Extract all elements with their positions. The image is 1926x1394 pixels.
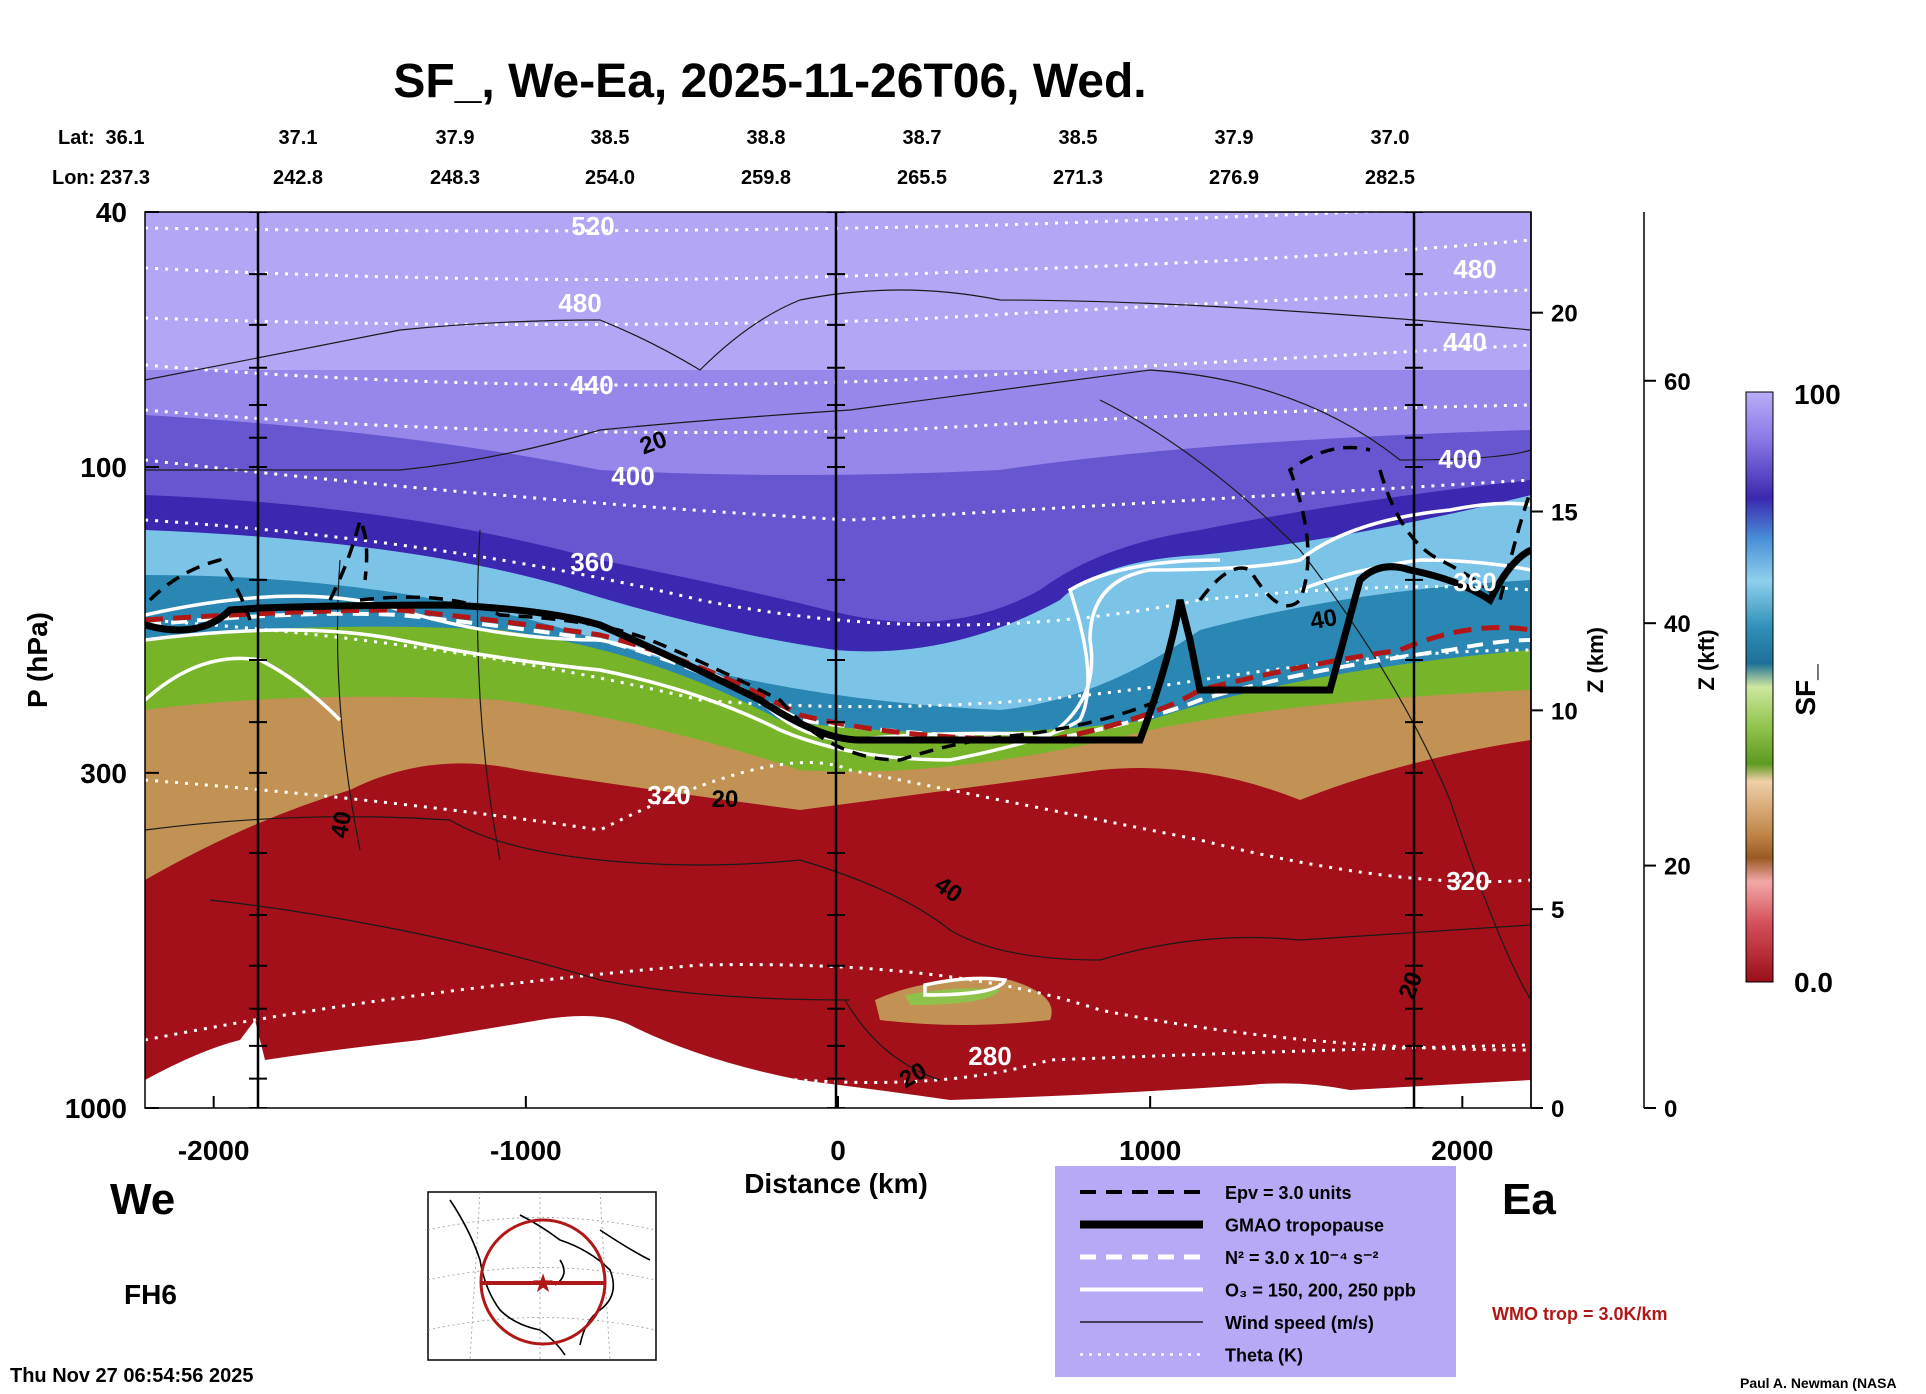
y-tick-label: 40 (96, 197, 127, 228)
lat-value: 37.9 (1215, 127, 1254, 149)
wind-label: 40 (326, 809, 357, 840)
theta-labels: 520 480 440 400 360 320 280 480 440 400 360 320 (558, 211, 1496, 1071)
inset-map: ★ (427, 1191, 657, 1361)
inset-map-coastline (449, 1199, 651, 1356)
timestamp: Thu Nov 27 06:54:56 2025 (10, 1365, 253, 1387)
field-red-layer (145, 740, 1531, 1108)
wind-label: 20 (712, 786, 739, 813)
epv-contours (148, 445, 1531, 762)
field-layers (145, 212, 1531, 1108)
lat-value: 37.1 (279, 127, 318, 149)
lat-value: 38.5 (1059, 127, 1098, 149)
lon-value: 248.3 (430, 167, 480, 189)
z-kft-axis: 0 20 40 60 (1643, 212, 1691, 1123)
z-km-tick-label: 10 (1551, 698, 1578, 725)
east-label: Ea (1502, 1175, 1556, 1224)
theta-label: 480 (558, 288, 601, 318)
pressure-axis: 40 100 300 1000 (65, 197, 159, 1124)
colorbar (1745, 391, 1774, 983)
lon-header: Lon: (52, 167, 95, 189)
theta-label: 280 (968, 1041, 1011, 1071)
lat-value: 37.0 (1371, 127, 1410, 149)
inset-map-star: ★ (531, 1269, 554, 1299)
x-axis: -2000 -1000 0 1000 2000 (178, 1096, 1493, 1166)
lat-value: 38.5 (591, 127, 630, 149)
lon-value: 282.5 (1365, 167, 1415, 189)
x-tick-label: 2000 (1431, 1135, 1493, 1166)
z-km-label: Z (km) (1583, 627, 1608, 693)
theta-label: 400 (1438, 444, 1481, 474)
lat-value: 38.8 (747, 127, 786, 149)
y-axis-label: P (hPa) (22, 612, 53, 708)
y-tick-label: 1000 (65, 1093, 127, 1124)
forecast-hour: FH6 (124, 1279, 177, 1310)
field-surface-white (145, 1016, 1531, 1108)
colorbar-title: SF_ (1790, 664, 1821, 716)
lon-value: 265.5 (897, 167, 947, 189)
theta-label: 480 (1453, 254, 1496, 284)
z-km-axis: 0 5 10 15 20 (1530, 212, 1578, 1123)
lon-value: 276.9 (1209, 167, 1259, 189)
x-tick-label: 0 (830, 1135, 846, 1166)
x-axis-label: Distance (km) (744, 1168, 928, 1199)
x-tick-label: -1000 (490, 1135, 562, 1166)
legend-label: O₃ = 150, 200, 250 ppb (1225, 1281, 1416, 1301)
z-kft-tick-label: 20 (1664, 854, 1691, 881)
colorbar-bottom-label: 0.0 (1794, 967, 1833, 998)
z-km-tick-label: 5 (1551, 897, 1564, 924)
author-credit: Paul A. Newman (NASA (1740, 1375, 1897, 1391)
lon-value: 259.8 (741, 167, 791, 189)
z-kft-tick-label: 0 (1664, 1096, 1677, 1123)
legend-label: Epv = 3.0 units (1225, 1183, 1352, 1203)
wind-label: 40 (1308, 604, 1339, 635)
west-label: We (110, 1175, 175, 1224)
legend-box (1055, 1166, 1456, 1377)
theta-label: 360 (570, 547, 613, 577)
theta-label: 400 (611, 461, 654, 491)
chart-title: SF_, We-Ea, 2025-11-26T06, Wed. (393, 55, 1146, 108)
legend-label: GMAO tropopause (1225, 1216, 1384, 1236)
legend-label: N² = 3.0 x 10⁻⁴ s⁻² (1225, 1248, 1378, 1268)
lat-header: Lat: (58, 127, 95, 149)
theta-label: 320 (647, 780, 690, 810)
y-tick-label: 100 (80, 452, 127, 483)
meridian-ticks (249, 212, 1423, 1108)
y-tick-label: 300 (80, 758, 127, 789)
lon-value: 242.8 (273, 167, 323, 189)
lon-value: 254.0 (585, 167, 635, 189)
legend-label: Theta (K) (1225, 1346, 1303, 1366)
theta-label: 520 (571, 211, 614, 241)
legend: Epv = 3.0 units GMAO tropopause N² = 3.0 x… (1080, 1183, 1416, 1366)
lat-value: 37.9 (436, 127, 475, 149)
theta-label: 320 (1446, 866, 1489, 896)
z-km-tick-label: 0 (1551, 1096, 1564, 1123)
lat-lon-row: 36.1 37.1 37.9 38.5 38.8 38.7 38.5 37.9 37.0 237.… (100, 127, 1415, 189)
colorbar-top-label: 100 (1794, 379, 1841, 410)
wmo-tropopause (145, 607, 1531, 743)
lat-value: 38.7 (903, 127, 942, 149)
z-km-tick-label: 15 (1551, 500, 1578, 527)
theta-label: 440 (570, 370, 613, 400)
theta-label: 440 (1443, 327, 1486, 357)
legend-label: Wind speed (m/s) (1225, 1313, 1374, 1333)
x-tick-label: 1000 (1119, 1135, 1181, 1166)
z-kft-tick-label: 60 (1664, 369, 1691, 396)
wmo-note: WMO trop = 3.0K/km (1492, 1304, 1668, 1324)
wind-contours (145, 289, 1531, 1081)
lon-value: 237.3 (100, 167, 150, 189)
lat-value: 36.1 (106, 127, 145, 149)
z-kft-tick-label: 40 (1664, 611, 1691, 638)
z-kft-label: Z (kft) (1694, 629, 1719, 690)
z-km-tick-label: 20 (1551, 301, 1578, 328)
lon-value: 271.3 (1053, 167, 1103, 189)
gmao-tropopause (145, 546, 1531, 744)
x-tick-label: -2000 (178, 1135, 250, 1166)
theta-label: 360 (1453, 567, 1496, 597)
